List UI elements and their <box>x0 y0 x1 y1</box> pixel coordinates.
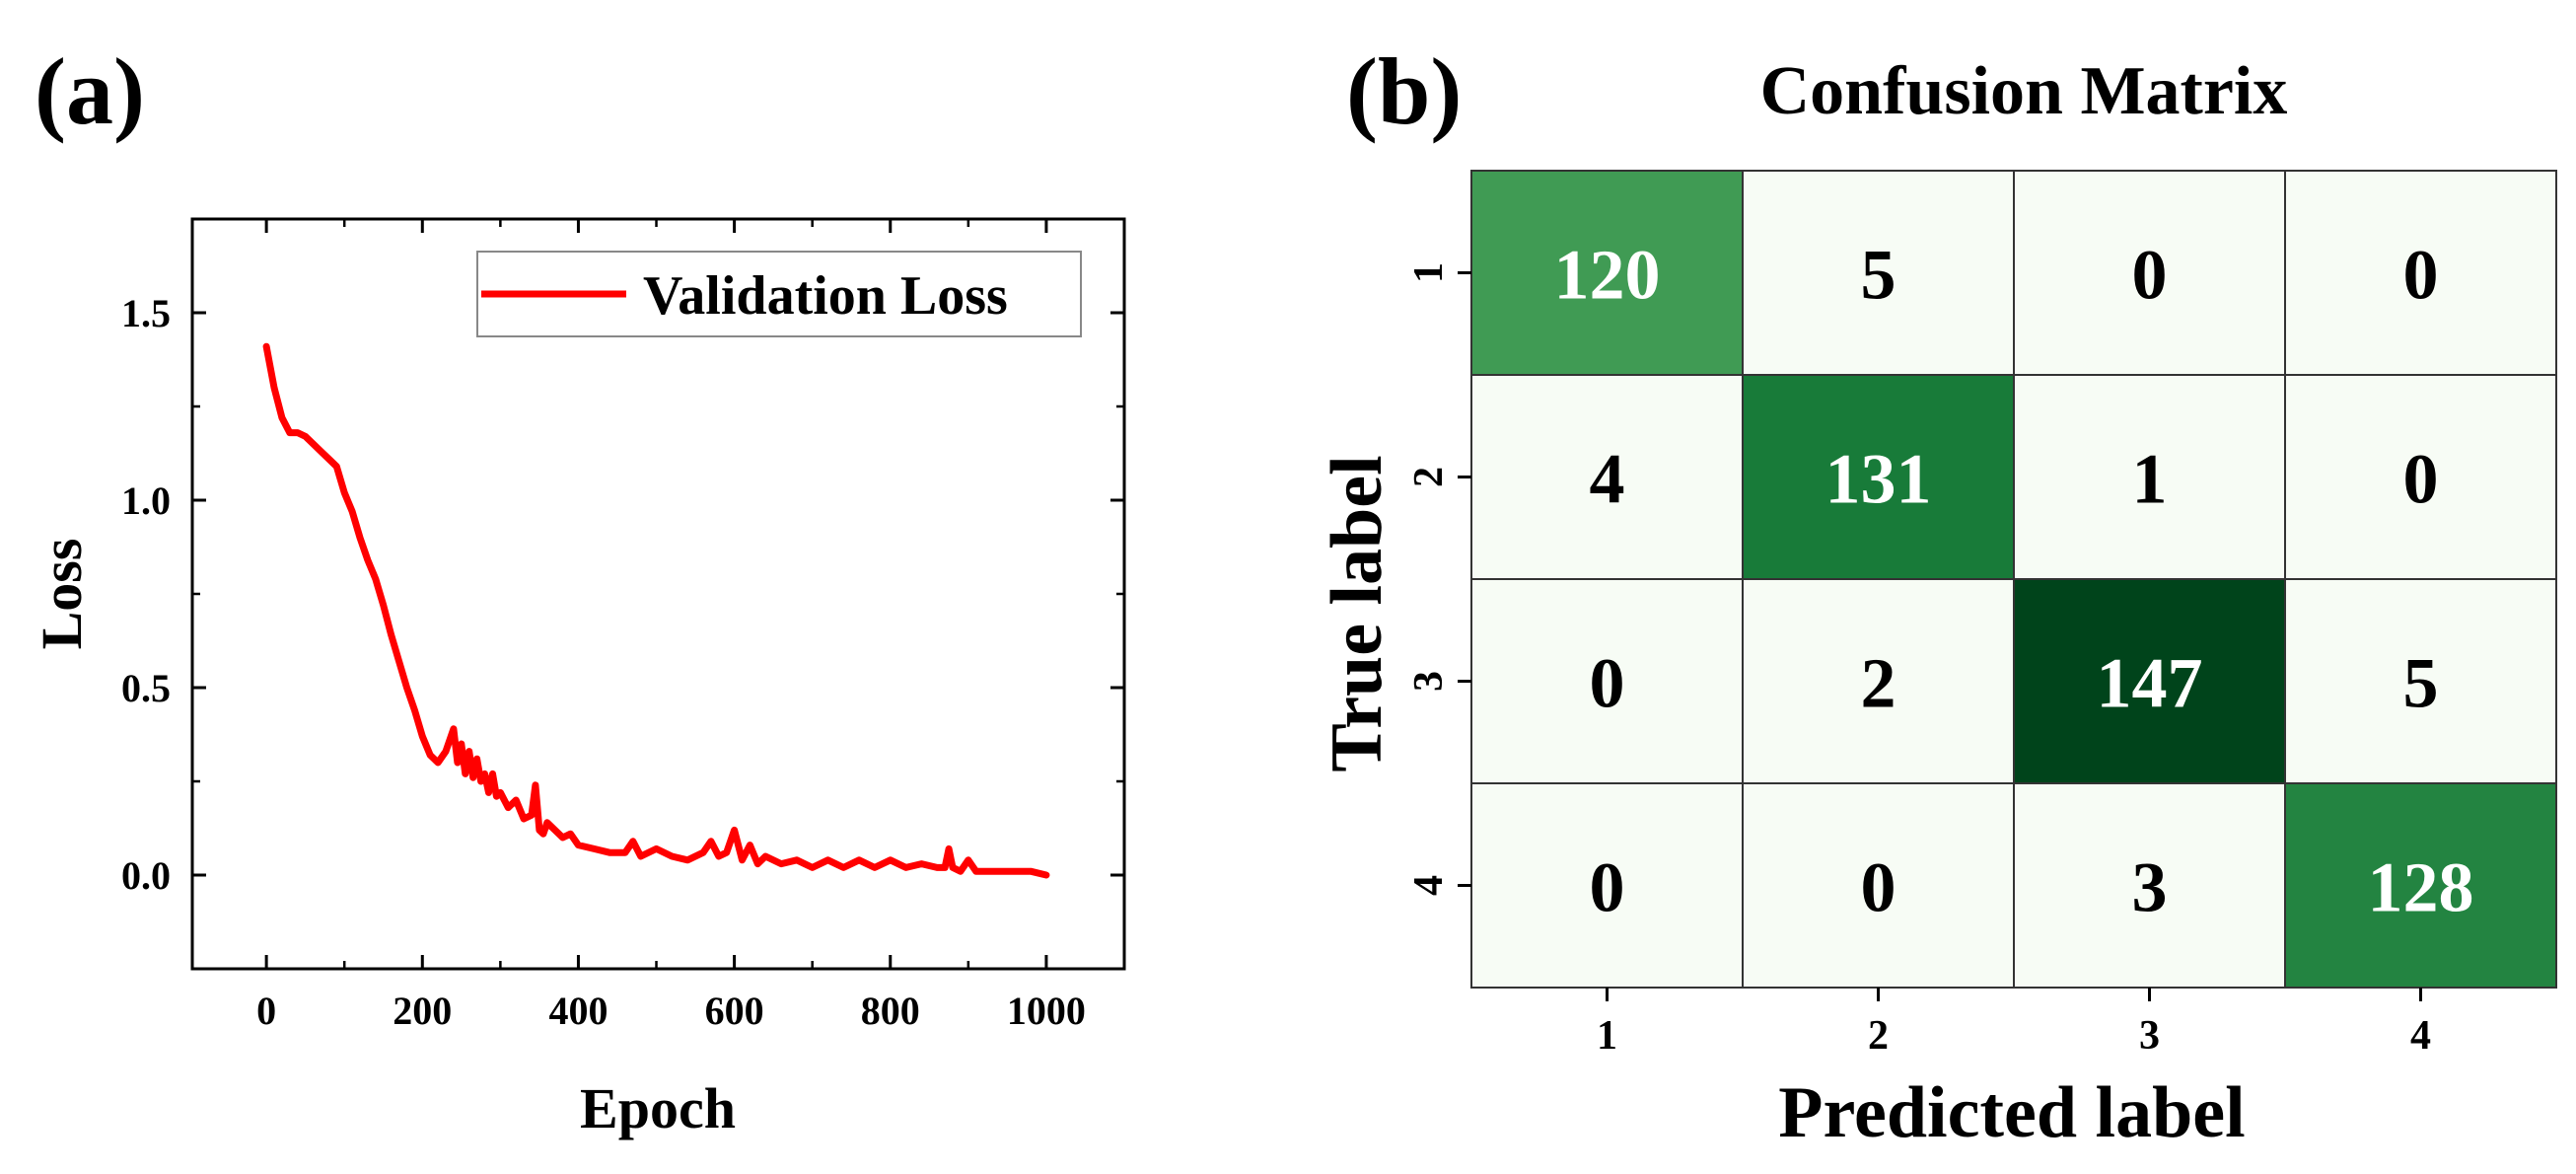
matrix-cell-value: 120 <box>1554 236 1661 315</box>
matrix-cell-value: 5 <box>1861 236 1896 315</box>
x-tick-label: 1000 <box>1007 989 1086 1033</box>
legend: Validation Loss <box>476 251 1082 337</box>
matrix-cell <box>2013 578 2286 784</box>
matrix-cell <box>2284 170 2557 376</box>
y-tick-label: 1.5 <box>121 291 171 335</box>
matrix-cell <box>2284 374 2557 580</box>
matrix-cell-value: 4 <box>1590 440 1625 519</box>
matrix-cell-value: 3 <box>2132 848 2168 927</box>
y-tick-label: 4 <box>1406 875 1452 896</box>
matrix-cell <box>1470 782 1744 989</box>
matrix-cell-value: 5 <box>2403 644 2439 723</box>
matrix-cell-value: 0 <box>2403 440 2439 519</box>
y-tick-label: 3 <box>1406 671 1452 692</box>
x-tick-label: 2 <box>1868 1013 1889 1059</box>
matrix-cell-value: 1 <box>2132 440 2168 519</box>
panel-label-b: (b) <box>1346 38 1462 144</box>
axis-ticks: 0 200 400 600 800 1000 0.0 0.5 1.0 1.5 <box>121 217 1126 1033</box>
x-tick-label: 3 <box>2139 1013 2160 1059</box>
matrix-cell-value: 131 <box>1825 440 1932 519</box>
x-tick-label: 4 <box>2410 1013 2431 1059</box>
y-tick-label: 1.0 <box>121 478 171 523</box>
matrix-cell-value: 0 <box>1861 848 1896 927</box>
x-tick-label: 600 <box>705 989 764 1033</box>
line-chart: 0 200 400 600 800 1000 0.0 0.5 1.0 1.5 Validation… <box>30 217 1126 1140</box>
legend-label: Validation Loss <box>643 265 1008 327</box>
matrix-cell <box>1742 170 2015 376</box>
x-tick-label: 800 <box>861 989 920 1033</box>
matrix-cell <box>1470 170 1744 376</box>
matrix-cell <box>2013 374 2286 580</box>
matrix-cell-value: 147 <box>2097 644 2203 723</box>
y-tick-label: 2 <box>1406 467 1452 487</box>
x-tick-label: 200 <box>393 989 452 1033</box>
matrix-cell-value: 2 <box>1861 644 1896 723</box>
y-tick-label: 1 <box>1406 262 1452 283</box>
x-tick-label: 1 <box>1597 1013 1617 1059</box>
matrix-cell-value: 0 <box>1590 644 1625 723</box>
matrix-cell-value: 0 <box>2132 236 2168 315</box>
validation-loss-line <box>262 342 1050 879</box>
y-axis-label: True label <box>1317 455 1397 771</box>
matrix-cell <box>2013 782 2286 989</box>
matrix-cell <box>2284 578 2557 784</box>
matrix-cell-value: 0 <box>1590 848 1625 927</box>
y-axis-label: Loss <box>30 539 94 650</box>
x-tick-label: 0 <box>256 989 276 1033</box>
matrix-cell <box>2284 782 2557 989</box>
x-axis-label: Epoch <box>580 1076 736 1140</box>
matrix-cells: 120 5 0 0 4 131 1 0 0 2 147 5 0 0 3 128 <box>1470 170 2557 989</box>
panel-label-a: (a) <box>35 38 145 144</box>
confusion-matrix: Confusion Matrix 120 5 0 04 131 1 00 2 147 50 0 3 12… <box>1317 53 2557 1153</box>
chart-title: Confusion Matrix <box>1760 53 2288 129</box>
y-tick-label: 0.0 <box>121 853 171 898</box>
y-tick-label: 0.5 <box>121 666 171 710</box>
matrix-cell <box>1742 782 2015 989</box>
matrix-ticks: 1 2 3 4 1 2 3 4 <box>1406 262 2431 1059</box>
matrix-cell-value: 128 <box>2368 848 2474 927</box>
x-tick-label: 400 <box>548 989 608 1033</box>
matrix-cell <box>1742 578 2015 784</box>
x-axis-label: Predicted label <box>1778 1072 2245 1153</box>
matrix-cell <box>2013 170 2286 376</box>
matrix-cell-value: 0 <box>2403 236 2439 315</box>
